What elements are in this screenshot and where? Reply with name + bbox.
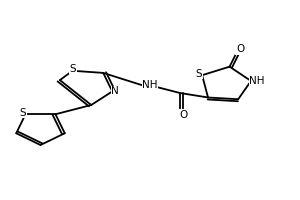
Text: S: S [20,108,26,118]
Text: O: O [236,44,244,54]
Text: NH: NH [249,76,265,86]
Text: O: O [179,110,187,120]
Text: N: N [111,86,119,96]
Text: S: S [70,64,76,74]
Text: NH: NH [142,80,158,90]
Text: S: S [195,69,202,79]
